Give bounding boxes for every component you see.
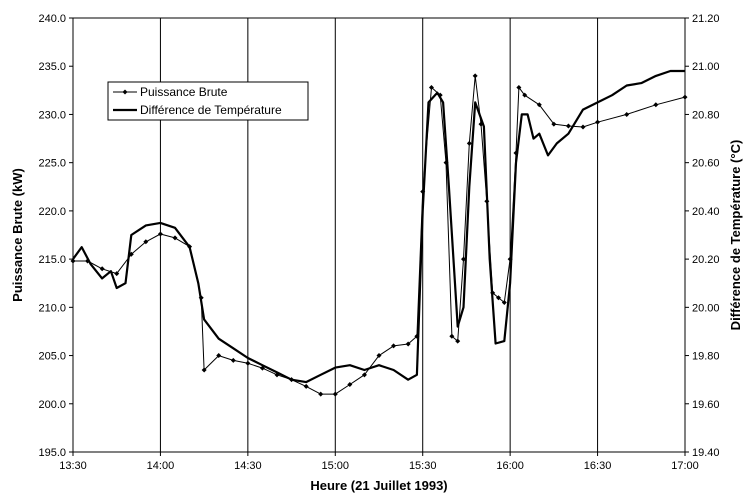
plot-area — [72, 17, 686, 453]
data-point-puissance — [303, 383, 309, 389]
y2-axis-title: Différence de Température (°C) — [728, 140, 743, 331]
data-point-puissance — [318, 391, 324, 397]
x-tick-label: 16:00 — [496, 460, 524, 472]
y2-tick-label: 20.80 — [692, 109, 720, 121]
data-point-puissance — [507, 256, 513, 262]
y-tick-label: 210.0 — [38, 302, 66, 314]
data-point-puissance — [376, 353, 382, 359]
y2-tick-label: 19.80 — [692, 351, 720, 363]
data-point-puissance — [466, 140, 472, 146]
x-tick-label: 17:00 — [671, 460, 699, 472]
legend-marker-puissance — [122, 89, 128, 95]
y-tick-label: 235.0 — [38, 61, 66, 73]
x-tick-label: 16:30 — [584, 460, 612, 472]
legend-box — [107, 81, 309, 121]
x-tick-label: 14:30 — [234, 460, 262, 472]
data-point-puissance — [172, 235, 178, 241]
x-tick-label: 15:00 — [322, 460, 350, 472]
data-point-puissance — [245, 360, 251, 366]
data-point-puissance — [565, 123, 571, 129]
x-axis-title: Heure (21 Juillet 1993) — [310, 478, 447, 493]
data-point-puissance — [114, 271, 120, 277]
y2-tick-label: 19.60 — [692, 399, 720, 411]
x-tick-label: 15:30 — [409, 460, 437, 472]
data-point-puissance — [216, 353, 222, 359]
data-point-puissance — [624, 111, 630, 117]
data-point-puissance — [516, 84, 522, 90]
data-point-puissance — [551, 121, 557, 127]
data-point-puissance — [455, 338, 461, 344]
data-point-puissance — [391, 343, 397, 349]
data-point-puissance — [230, 357, 236, 363]
y-axis-title: Puissance Brute (kW) — [10, 168, 25, 302]
data-point-puissance — [143, 239, 149, 245]
tick-layer: 13:30 14:00 14:30 15:00 15:30 16:00 16:30 17:00… — [38, 13, 719, 472]
legend-label-temperature: Différence de Température — [140, 103, 282, 117]
y-tick-label: 215.0 — [38, 254, 66, 266]
y2-tick-label: 20.60 — [692, 158, 720, 170]
data-point-puissance — [501, 300, 507, 306]
data-point-puissance — [536, 102, 542, 108]
data-point-puissance — [428, 84, 434, 90]
data-point-puissance — [653, 102, 659, 108]
data-point-puissance — [157, 231, 163, 237]
series-line-puissance — [73, 75, 686, 395]
data-point-puissance — [405, 341, 411, 347]
legend-label-puissance: Puissance Brute — [140, 85, 228, 99]
data-point-puissance — [449, 333, 455, 339]
data-point-puissance — [201, 367, 207, 373]
y-tick-label: 220.0 — [38, 206, 66, 218]
y2-tick-label: 20.20 — [692, 254, 720, 266]
y2-tick-label: 19.40 — [692, 447, 720, 459]
data-point-puissance — [347, 381, 353, 387]
data-point-puissance — [332, 391, 338, 397]
legend: Puissance Brute Différence de Températur… — [107, 81, 309, 121]
y-tick-label: 200.0 — [38, 399, 66, 411]
y-tick-label: 195.0 — [38, 447, 66, 459]
y2-tick-label: 21.00 — [692, 61, 720, 73]
y-tick-label: 205.0 — [38, 351, 66, 363]
y2-tick-label: 20.40 — [692, 206, 720, 218]
data-point-puissance — [580, 124, 586, 130]
y2-tick-label: 20.00 — [692, 302, 720, 314]
x-tick-label: 14:00 — [147, 460, 175, 472]
data-point-puissance — [595, 119, 601, 125]
data-point-puissance — [472, 73, 478, 79]
y2-tick-label: 21.20 — [692, 13, 720, 25]
series-layer — [70, 69, 688, 397]
y-tick-label: 225.0 — [38, 158, 66, 170]
data-point-puissance — [70, 258, 76, 264]
data-point-puissance — [361, 372, 367, 378]
data-point-puissance — [495, 295, 501, 301]
y-tick-label: 230.0 — [38, 109, 66, 121]
x-tick-label: 13:30 — [59, 460, 87, 472]
data-point-puissance — [682, 94, 688, 100]
y-tick-label: 240.0 — [38, 13, 66, 25]
data-point-puissance — [99, 266, 105, 272]
data-point-puissance — [522, 92, 528, 98]
series-line-temperature — [72, 69, 685, 384]
